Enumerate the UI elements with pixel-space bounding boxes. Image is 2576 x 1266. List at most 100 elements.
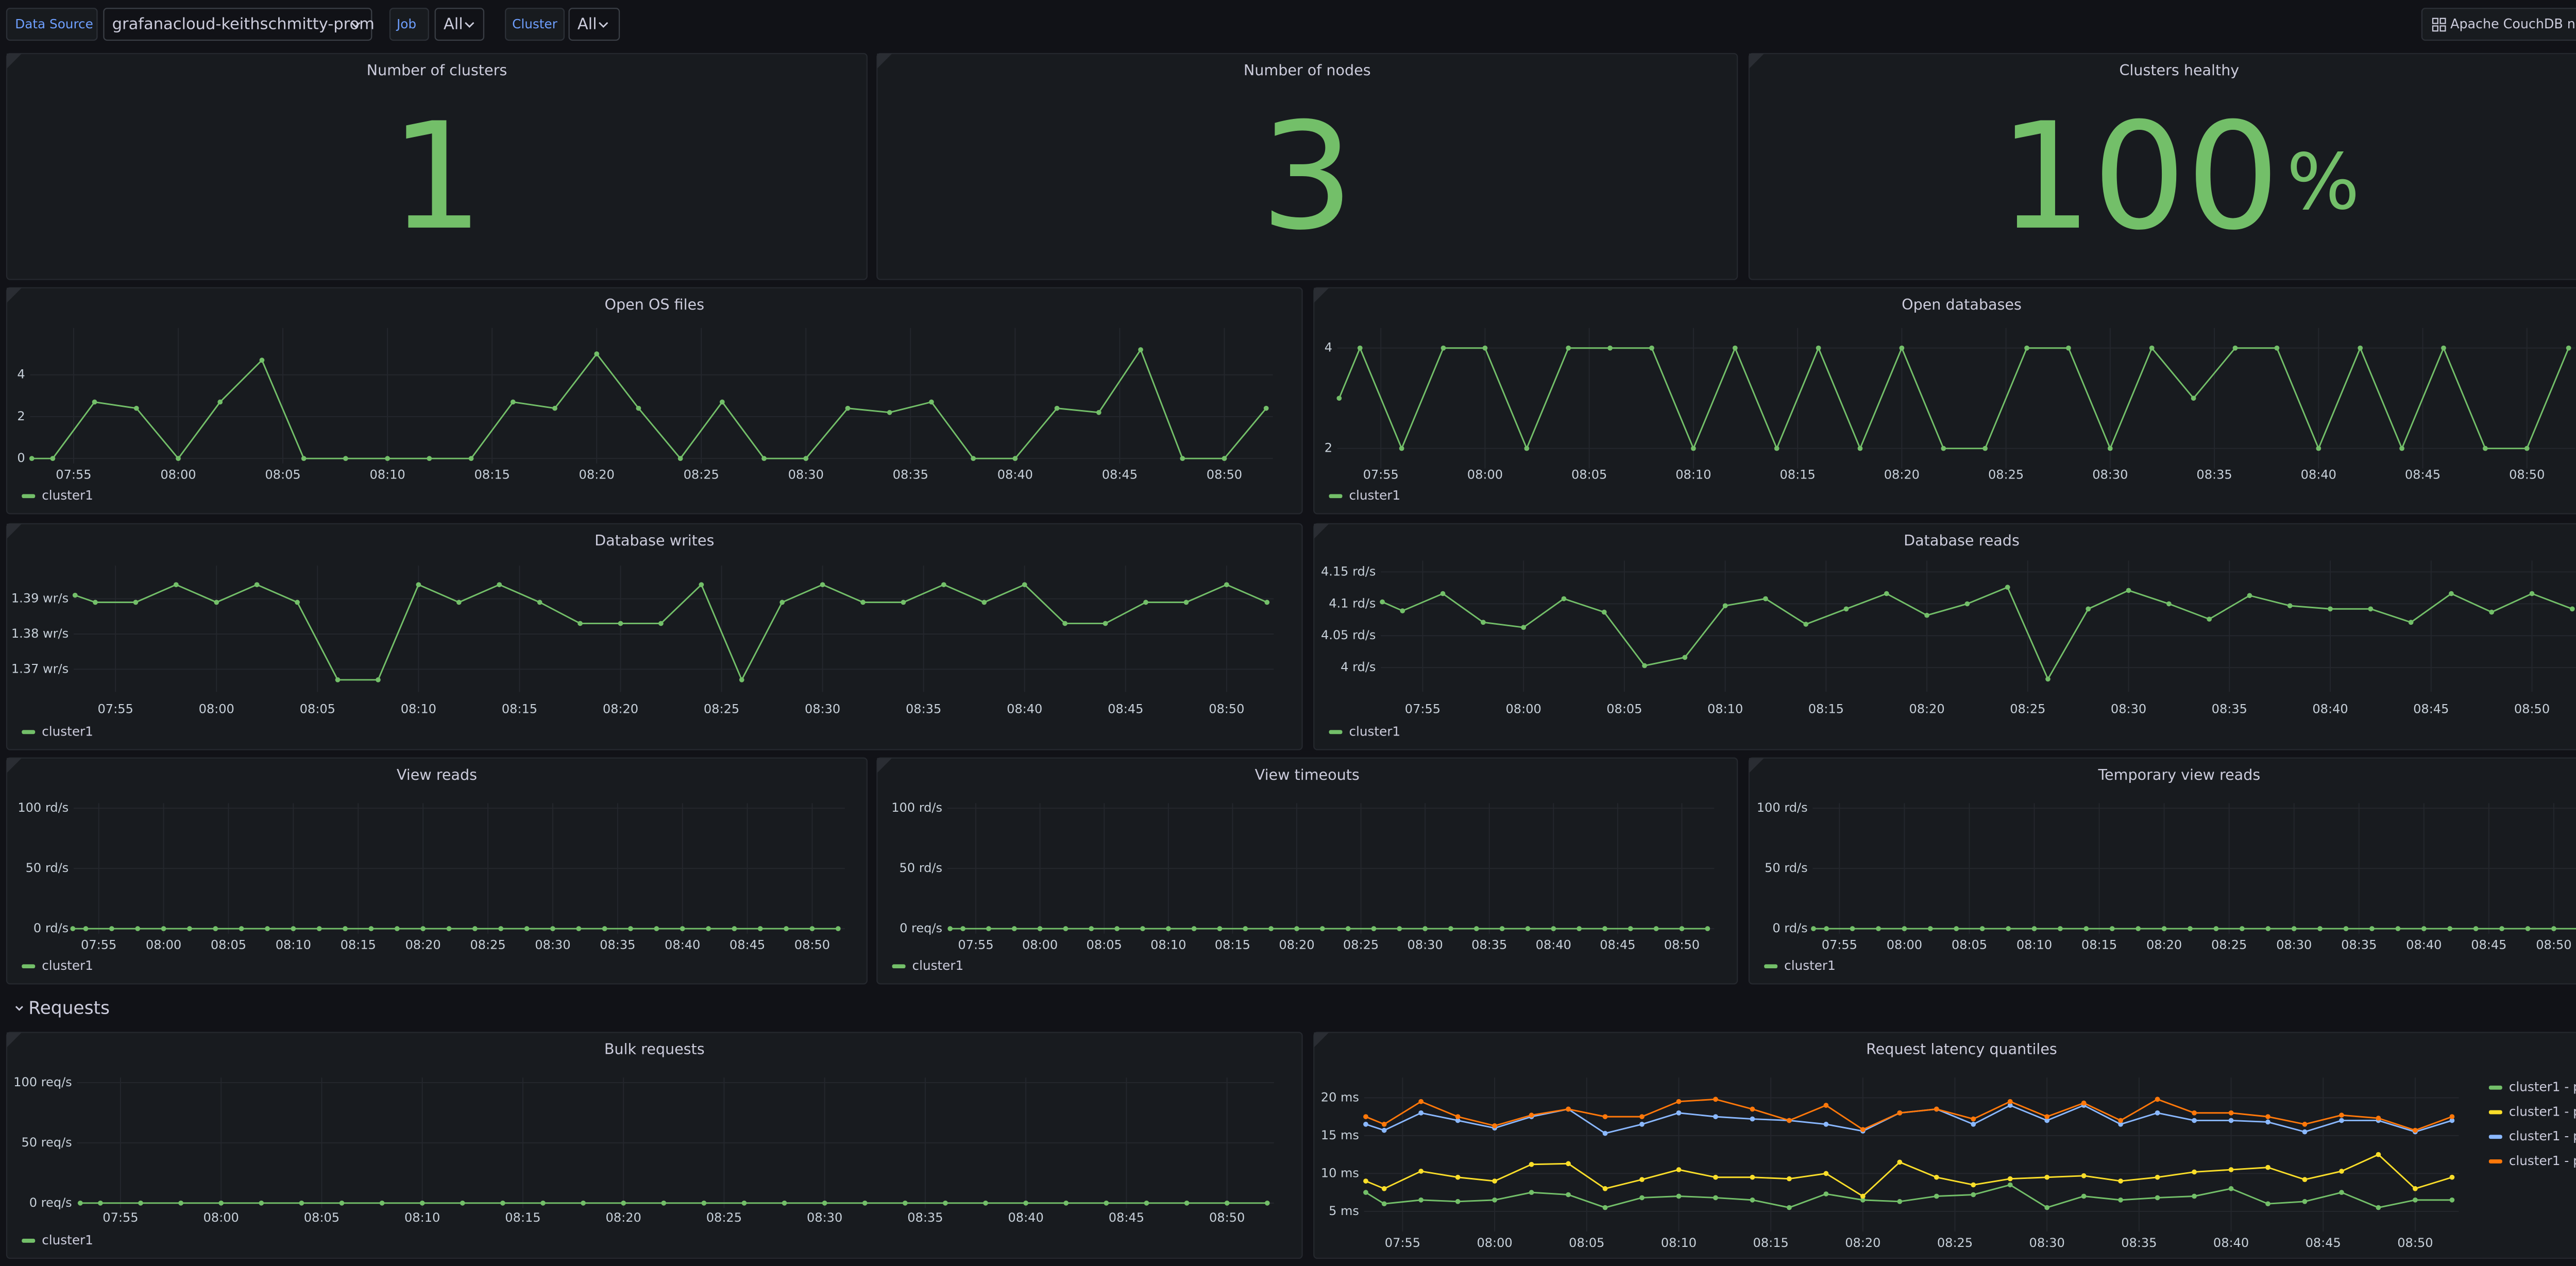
data-point <box>2343 926 2349 931</box>
data-point <box>1823 1121 1829 1127</box>
data-point <box>732 926 737 931</box>
x-tick-label: 08:30 <box>2111 702 2146 716</box>
legend-label: cluster1 - p75 <box>2509 1104 2576 1119</box>
panel-info-corner <box>6 1032 22 1048</box>
dashboard-link-text[interactable]: Apache CouchDB nodes <box>2450 16 2576 31</box>
y-tick-label: 100 req/s <box>13 1075 72 1089</box>
data-point <box>1971 1116 1976 1122</box>
data-point <box>2024 345 2029 351</box>
x-tick-label: 08:25 <box>470 938 505 952</box>
data-point <box>1138 347 1143 352</box>
data-point <box>2265 1201 2270 1207</box>
data-point <box>782 1200 787 1206</box>
data-point <box>661 1200 667 1206</box>
dashboard-link[interactable] <box>2421 8 2576 41</box>
cluster-value[interactable]: All <box>578 15 597 33</box>
data-point <box>1448 926 1453 931</box>
x-tick-label: 08:05 <box>1569 1236 1604 1250</box>
job-label: Job <box>396 16 416 31</box>
data-point <box>1750 1197 1755 1203</box>
x-tick-label: 08:35 <box>2121 1236 2157 1250</box>
data-point <box>2302 1199 2308 1204</box>
data-point <box>1268 926 1274 931</box>
data-point <box>460 1200 465 1206</box>
legend-label: cluster1 <box>912 958 964 973</box>
data-point <box>1180 456 1185 461</box>
x-tick-label: 08:00 <box>1506 702 1541 716</box>
data-point <box>701 1200 707 1206</box>
data-point <box>339 1200 345 1206</box>
data-point <box>1653 926 1659 931</box>
x-tick-label: 08:50 <box>2397 1236 2433 1250</box>
data-point <box>1455 1199 1461 1204</box>
legend-label: cluster1 - p99 <box>2509 1153 2576 1168</box>
job-value[interactable]: All <box>444 15 463 33</box>
data-point <box>2369 926 2375 931</box>
data-point <box>947 926 953 931</box>
panel-info-corner <box>877 758 892 773</box>
x-tick-label: 08:00 <box>160 468 196 482</box>
data-point <box>1371 926 1377 931</box>
y-tick-label: 20 ms <box>1321 1090 1359 1104</box>
cluster-select[interactable] <box>568 8 620 41</box>
data-point <box>97 1200 103 1206</box>
data-point <box>2044 1114 2050 1119</box>
data-point <box>761 456 767 461</box>
data-point <box>2376 1205 2381 1210</box>
data-point <box>1897 1199 1903 1204</box>
panel-title: Number of nodes <box>1244 61 1371 79</box>
data-point <box>2192 1110 2197 1116</box>
job-select[interactable] <box>434 8 485 41</box>
legend-swatch <box>1329 730 1343 734</box>
data-point <box>420 926 426 931</box>
legend-label: cluster1 <box>42 724 93 739</box>
data-point <box>1529 1190 1534 1195</box>
data-point <box>1979 926 1985 931</box>
data-point <box>2441 345 2446 351</box>
data-point <box>394 926 400 931</box>
panel-title: Request latency quantiles <box>1866 1040 2057 1058</box>
data-point <box>1816 345 1821 351</box>
data-point <box>2109 926 2115 931</box>
data-point <box>1089 926 1094 931</box>
data-point <box>1860 1127 1866 1132</box>
data-point <box>2482 446 2488 451</box>
data-point <box>860 600 866 605</box>
data-point <box>1054 405 1060 411</box>
legend-swatch <box>2488 1110 2502 1115</box>
x-tick-label: 08:05 <box>304 1210 340 1225</box>
legend-swatch <box>22 730 36 734</box>
data-point <box>1713 1195 1718 1201</box>
datasource-label-box <box>6 8 98 41</box>
chevron <box>351 22 361 28</box>
data-point <box>2045 676 2050 682</box>
data-point <box>2566 345 2571 351</box>
data-point <box>2006 926 2011 931</box>
data-point <box>29 456 35 461</box>
row-title[interactable]: Requests <box>28 998 110 1018</box>
x-tick-label: 08:10 <box>1661 1236 1697 1250</box>
data-point <box>699 582 704 588</box>
datasource-select[interactable] <box>103 8 372 41</box>
datasource-value[interactable]: grafanacloud-keithschmitty-prom <box>112 15 375 33</box>
data-point <box>2044 1205 2050 1210</box>
data-point <box>265 926 270 931</box>
x-tick-label: 08:00 <box>1022 938 1058 952</box>
datasource-label: Data Source <box>15 16 93 31</box>
row-chevron[interactable] <box>15 1006 23 1011</box>
data-point <box>1577 926 1582 931</box>
x-tick-label: 08:10 <box>276 938 311 952</box>
data-point <box>2191 396 2196 401</box>
data-point <box>2118 1178 2124 1184</box>
data-point <box>621 1200 626 1206</box>
data-point <box>2007 1103 2013 1108</box>
data-point <box>468 456 474 461</box>
data-point <box>1774 446 1780 451</box>
data-point <box>83 926 89 931</box>
job-label-box <box>389 8 429 41</box>
data-point <box>2188 926 2193 931</box>
data-point <box>2166 601 2172 607</box>
data-point <box>1982 446 1988 451</box>
x-tick-label: 07:55 <box>1405 702 1440 716</box>
